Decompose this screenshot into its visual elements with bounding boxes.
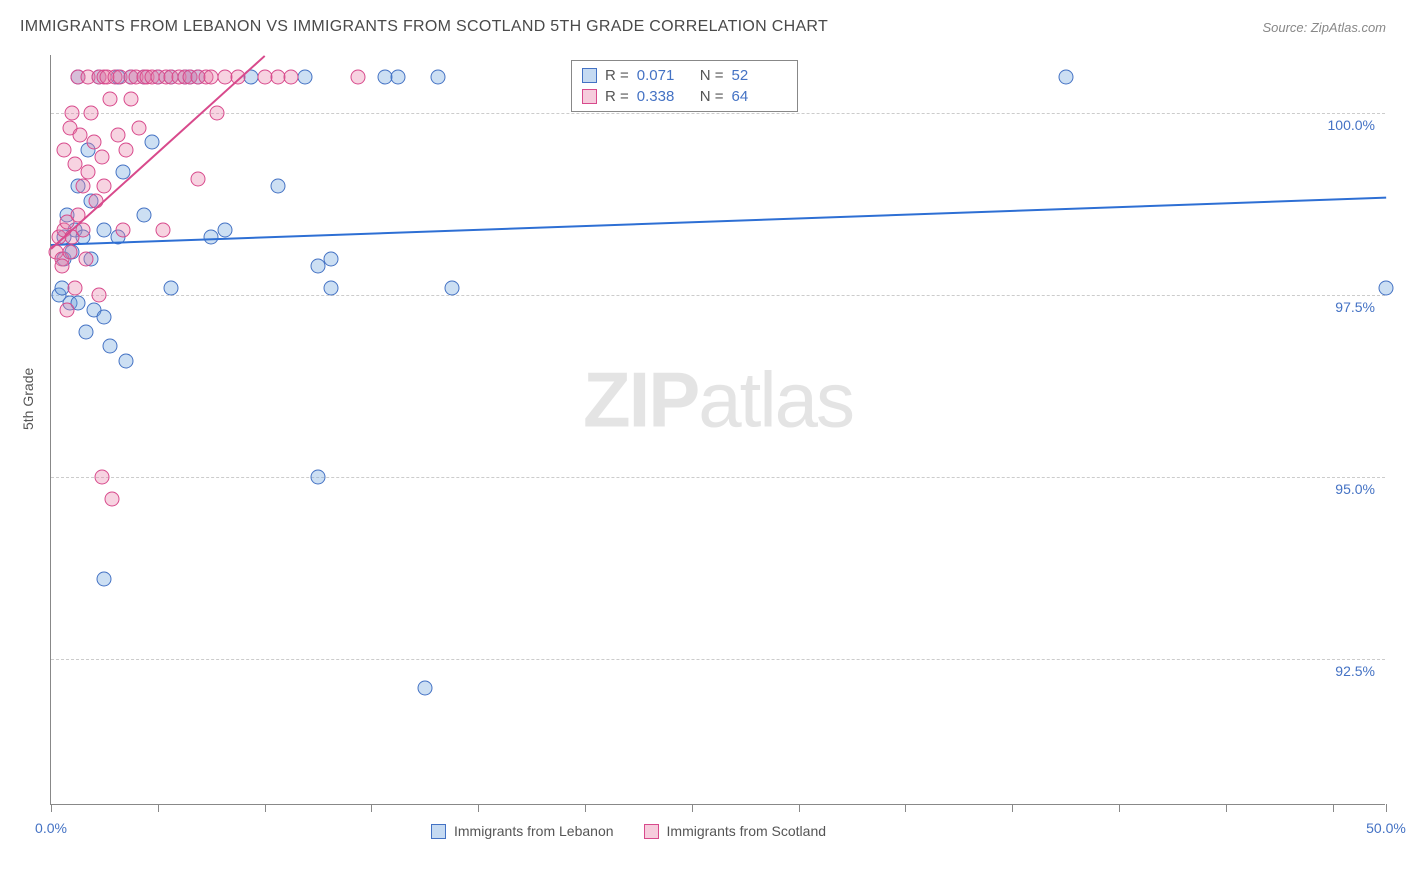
stats-row: R = 0.071 N = 52 [582,65,787,86]
scatter-point [94,149,109,164]
scatter-point [164,281,179,296]
scatter-point [102,91,117,106]
scatter-point [351,69,366,84]
gridline-horizontal [51,113,1385,114]
x-tick [265,804,266,812]
y-tick-label: 92.5% [1335,663,1375,679]
scatter-point [209,106,224,121]
scatter-point [78,324,93,339]
scatter-point [78,251,93,266]
scatter-point [54,259,69,274]
r-value: 0.071 [637,67,692,84]
scatter-point [156,222,171,237]
scatter-point [297,69,312,84]
scatter-point [324,281,339,296]
scatter-point [284,69,299,84]
trend-line [51,197,1386,246]
r-label: R = [605,67,629,84]
scatter-point [391,69,406,84]
scatter-point [86,135,101,150]
scatter-point [94,470,109,485]
scatter-point [137,208,152,223]
scatter-point [97,310,112,325]
scatter-point [118,142,133,157]
scatter-point [105,492,120,507]
x-tick [1119,804,1120,812]
scatter-point [102,339,117,354]
scatter-point [92,288,107,303]
gridline-horizontal [51,295,1385,296]
r-label: R = [605,88,629,105]
scatter-point [190,171,205,186]
y-tick-label: 97.5% [1335,299,1375,315]
y-tick-label: 95.0% [1335,481,1375,497]
chart-plot-area: ZIPatlas R =0.071N =52R =0.338N =64 Immi… [50,55,1385,805]
scatter-point [444,281,459,296]
x-tick [1226,804,1227,812]
scatter-point [124,91,139,106]
scatter-point [81,164,96,179]
legend-swatch [644,824,659,839]
n-value: 64 [732,88,787,105]
y-tick-label: 100.0% [1328,117,1375,133]
scatter-point [116,222,131,237]
gridline-horizontal [51,659,1385,660]
x-tick [585,804,586,812]
legend-label: Immigrants from Scotland [667,823,827,839]
n-label: N = [700,88,724,105]
x-tick [478,804,479,812]
scatter-point [97,179,112,194]
watermark: ZIPatlas [583,354,853,445]
legend-label: Immigrants from Lebanon [454,823,614,839]
scatter-point [60,302,75,317]
x-tick-label: 50.0% [1366,820,1406,836]
legend-swatch [431,824,446,839]
scatter-point [132,120,147,135]
n-value: 52 [732,67,787,84]
scatter-point [62,244,77,259]
x-tick-label: 0.0% [35,820,67,836]
source-attribution: Source: ZipAtlas.com [1262,20,1386,35]
x-tick [158,804,159,812]
scatter-point [1058,69,1073,84]
scatter-point [311,470,326,485]
series-swatch [582,89,597,104]
scatter-point [217,222,232,237]
scatter-point [118,353,133,368]
y-axis-label: 5th Grade [20,368,36,430]
series-swatch [582,68,597,83]
scatter-point [270,179,285,194]
scatter-point [431,69,446,84]
gridline-horizontal [51,477,1385,478]
x-tick [51,804,52,812]
scatter-point [84,106,99,121]
x-tick [905,804,906,812]
x-tick [1386,804,1387,812]
scatter-point [68,281,83,296]
x-tick [799,804,800,812]
n-label: N = [700,67,724,84]
r-value: 0.338 [637,88,692,105]
scatter-point [324,251,339,266]
legend-item: Immigrants from Scotland [644,823,827,839]
scatter-point [76,179,91,194]
series-legend: Immigrants from Lebanon Immigrants from S… [431,823,826,839]
chart-title: IMMIGRANTS FROM LEBANON VS IMMIGRANTS FR… [20,18,828,36]
scatter-point [145,135,160,150]
scatter-point [417,681,432,696]
scatter-point [97,572,112,587]
scatter-point [110,128,125,143]
stats-row: R = 0.338 N = 64 [582,86,787,107]
x-tick [371,804,372,812]
x-tick [1333,804,1334,812]
legend-item: Immigrants from Lebanon [431,823,614,839]
scatter-point [57,142,72,157]
x-tick [1012,804,1013,812]
scatter-point [1379,281,1394,296]
scatter-point [65,106,80,121]
x-tick [692,804,693,812]
correlation-stats-box: R = 0.071 N = 52 R = 0.338 N = 64 [571,60,798,112]
